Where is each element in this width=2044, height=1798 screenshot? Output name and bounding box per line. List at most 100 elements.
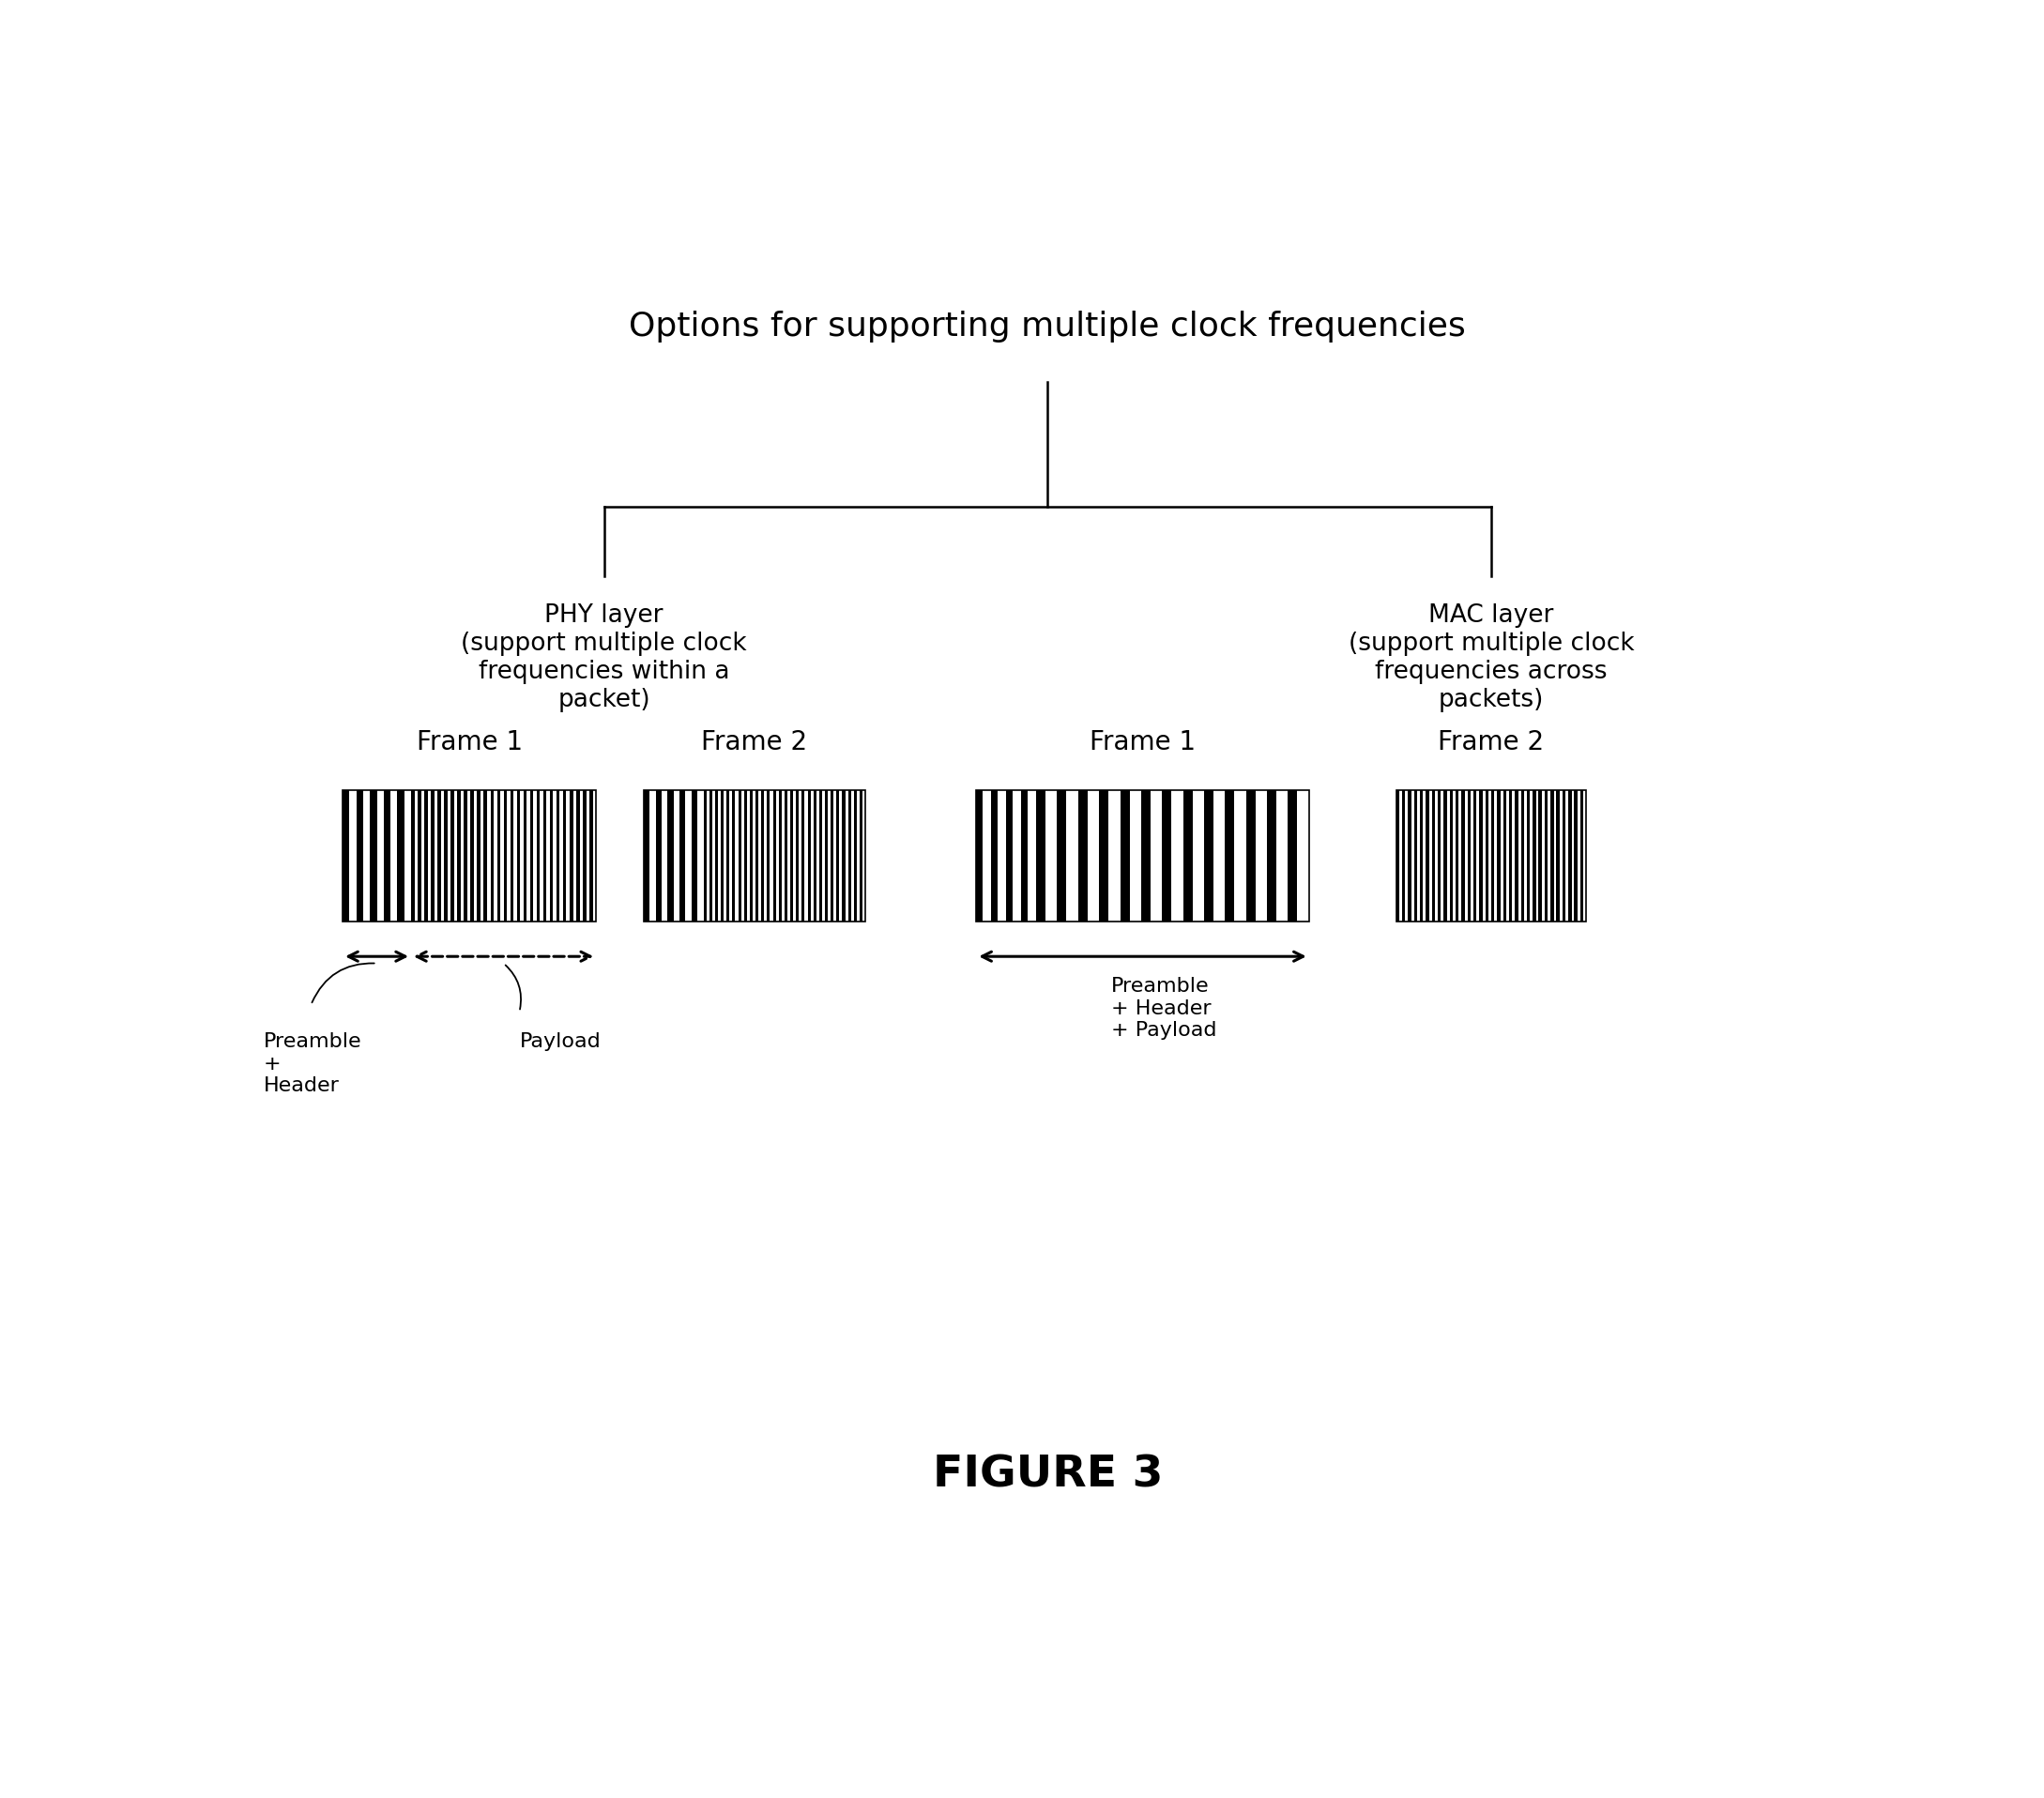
Bar [1455,791,1459,922]
Bar [1408,791,1410,922]
Bar [977,791,983,922]
Bar [1100,791,1108,922]
Bar [791,791,793,922]
Bar [854,791,856,922]
Bar [756,791,758,922]
Bar [343,791,597,922]
Bar [1562,791,1566,922]
Bar [830,791,834,922]
Bar [1120,791,1130,922]
Bar [464,791,468,922]
Bar [356,791,364,922]
Bar [826,791,828,922]
Text: MAC layer
(support multiple clock
frequencies across
packets): MAC layer (support multiple clock freque… [1349,604,1633,712]
Bar [503,791,507,922]
Bar [1443,791,1447,922]
Bar [1427,791,1429,922]
Text: Payload: Payload [519,1032,601,1052]
Bar [1449,791,1453,922]
Bar [861,791,863,922]
Bar [1486,791,1488,922]
Bar [491,791,495,922]
Bar [1204,791,1214,922]
Bar [750,791,752,922]
Bar [722,791,724,922]
Bar [703,791,707,922]
Bar [589,791,593,922]
Bar [1480,791,1482,922]
Bar [1431,791,1435,922]
Bar [562,791,566,922]
Bar [795,791,799,922]
Bar [476,791,480,922]
Bar [1551,791,1553,922]
Bar [977,791,1308,922]
Bar [431,791,433,922]
Bar [425,791,427,922]
Bar [1568,791,1572,922]
Bar [550,791,554,922]
Bar [644,791,650,922]
Bar [785,791,787,922]
Bar [511,791,513,922]
Bar [842,791,844,922]
Bar [1515,791,1519,922]
Bar [1183,791,1192,922]
Bar [801,791,805,922]
Bar [1036,791,1047,922]
Bar [807,791,811,922]
Bar [576,791,580,922]
Bar [644,791,865,922]
Bar [726,791,730,922]
Bar [1421,791,1423,922]
Bar [1474,791,1476,922]
Bar [1224,791,1235,922]
Text: Frame 1: Frame 1 [1089,730,1196,755]
Bar [656,791,662,922]
Bar [1396,791,1586,922]
Text: Options for supporting multiple clock frequencies: Options for supporting multiple clock fr… [630,311,1466,342]
Text: Frame 2: Frame 2 [1439,730,1543,755]
Bar [517,791,519,922]
Bar [470,791,474,922]
Bar [715,791,717,922]
Text: Preamble
+
Header: Preamble + Header [264,1032,362,1095]
Bar [991,791,997,922]
Bar [417,791,421,922]
Bar [1533,791,1535,922]
Bar [814,791,816,922]
Bar [738,791,742,922]
Bar [848,791,850,922]
Bar [1574,791,1578,922]
Bar [744,791,746,922]
Bar [1141,791,1151,922]
Bar [766,791,771,922]
Bar [1545,791,1547,922]
Bar [444,791,448,922]
Bar [544,791,546,922]
Bar [1461,791,1466,922]
Bar [1555,791,1560,922]
Text: FIGURE 3: FIGURE 3 [932,1455,1163,1496]
Bar [1288,791,1298,922]
Bar [411,791,415,922]
Bar [1077,791,1087,922]
Bar [709,791,711,922]
Bar [691,791,697,922]
Bar [1396,791,1400,922]
Bar [1539,791,1541,922]
Bar [437,791,442,922]
Bar [538,791,540,922]
Bar [343,791,350,922]
Bar [1580,791,1584,922]
Bar [668,791,675,922]
Bar [452,791,454,922]
Bar [1247,791,1255,922]
Bar [1521,791,1525,922]
Bar [484,791,486,922]
Bar [1492,791,1494,922]
Bar [1502,791,1506,922]
Bar [529,791,533,922]
Bar [583,791,587,922]
Bar [570,791,572,922]
